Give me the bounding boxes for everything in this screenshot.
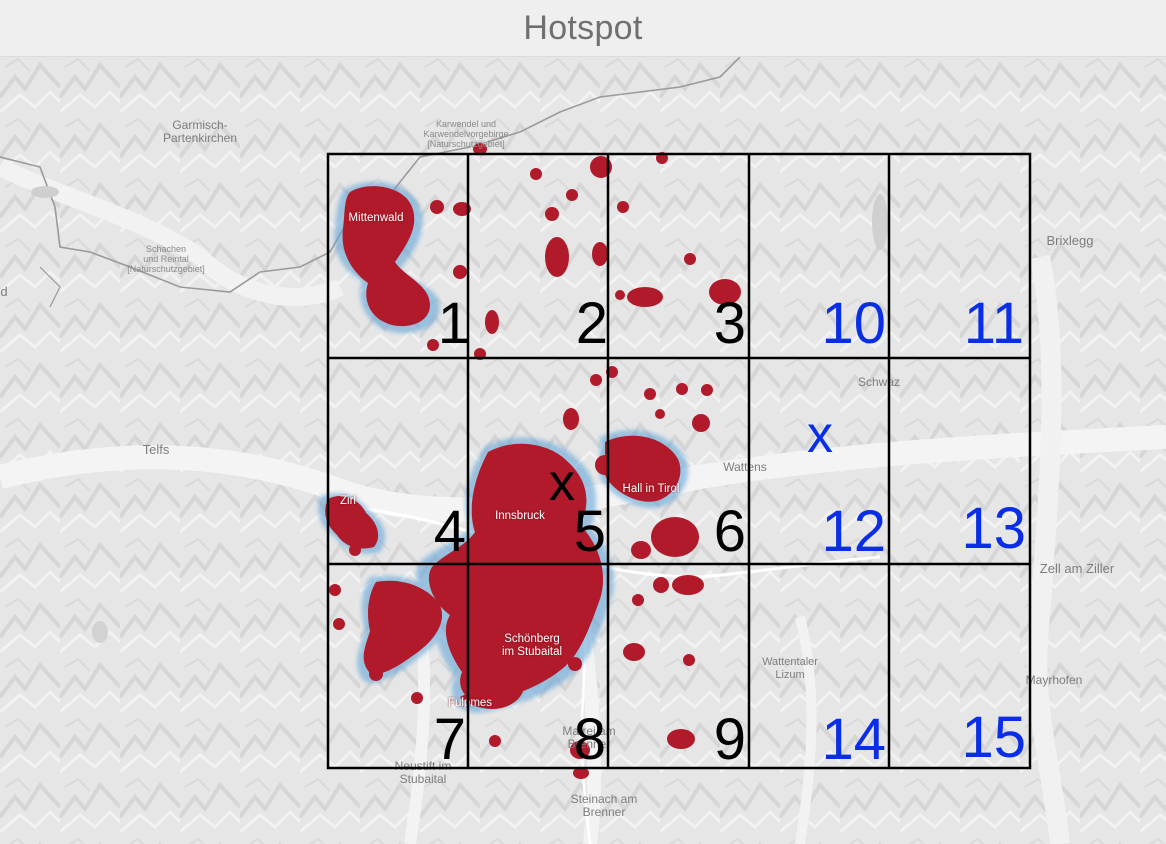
place-schoenberg: Schönberg im Stubaital [501, 633, 563, 658]
grid-cell-6[interactable]: 6 [713, 499, 746, 564]
place-brixlegg: Brixlegg [1046, 233, 1094, 248]
grid-cell-7[interactable]: 7 [433, 707, 466, 772]
place-mayrhofen: Mayrhofen [1025, 673, 1083, 687]
grid-cell-3[interactable]: 3 [713, 291, 746, 356]
grid-overlay [326, 152, 1032, 770]
grid-cell-8[interactable]: 8 [573, 707, 606, 772]
place-hall: Hall in Tirol [622, 483, 680, 495]
grid-cell-12[interactable]: 12 [821, 499, 886, 564]
hotspot-layer [318, 143, 741, 779]
grid-cell-9[interactable]: 9 [713, 707, 746, 772]
grid-cell-11[interactable]: 11 [963, 291, 1024, 356]
grid-cell-14[interactable]: 14 [821, 707, 886, 772]
grid-cell-13[interactable]: 13 [961, 496, 1026, 561]
place-schachen: Schachen und Reintal [Naturschutzgebiet] [127, 244, 205, 274]
map-view[interactable]: Garmisch- Partenkirchen Karwendel und Ka… [0, 57, 1166, 844]
place-innsbruck: Innsbruck [495, 510, 545, 522]
place-zell: Zell am Ziller [1039, 561, 1115, 576]
grid-cell-10[interactable]: 10 [821, 291, 886, 356]
grid-cell-4[interactable]: 4 [433, 499, 466, 564]
grid-cell-5[interactable]: 5 [573, 499, 606, 564]
hotspot-marker-black: x [549, 454, 575, 512]
place-wattens: Wattens [723, 460, 767, 474]
place-mittenwald: Mittenwald [348, 212, 404, 224]
place-telfs: Telfs [142, 442, 170, 457]
page-title: Hotspot [523, 8, 643, 47]
grid-cell-1[interactable]: 1 [437, 291, 470, 356]
place-fulpmes: Fulpmes [447, 697, 493, 709]
place-steinach: Steinach am Brenner [570, 792, 638, 819]
hotspot-marker-blue: x [807, 406, 833, 464]
title-bar: Hotspot [0, 0, 1166, 57]
place-garmisch: Garmisch- Partenkirchen [162, 118, 238, 145]
grid-cell-15[interactable]: 15 [961, 705, 1026, 770]
place-karwendel: Karwendel und Karwendelvorgebirge [Natur… [423, 119, 509, 149]
place-wattentaler: Wattentaler Lizum [762, 656, 818, 681]
grid-cell-2[interactable]: 2 [575, 291, 608, 356]
terrain-basemap [0, 57, 1166, 844]
place-zirl: Zirl [340, 495, 356, 507]
place-matrei: Matrei am Brenner [562, 724, 616, 751]
place-edge-fragment: d [0, 284, 8, 299]
